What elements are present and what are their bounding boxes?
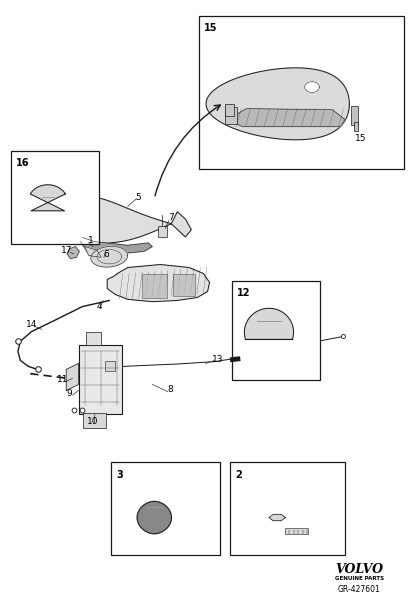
Text: 15: 15 [204,23,218,33]
Bar [199,16,404,169]
Text: 1: 1 [88,236,94,245]
Polygon shape [137,501,171,534]
Polygon shape [206,68,349,140]
Polygon shape [66,364,79,391]
Polygon shape [85,246,101,257]
Bar [157,226,166,237]
Polygon shape [245,308,293,340]
Text: 4: 4 [96,302,102,311]
Text: 9: 9 [67,389,72,398]
Text: VOLVO: VOLVO [335,563,383,576]
Text: 2: 2 [235,469,242,480]
Text: 11: 11 [57,375,69,384]
Polygon shape [269,514,285,520]
Text: GR-427601: GR-427601 [338,585,381,594]
Bar [173,273,195,296]
Bar [232,281,320,380]
Text: 7: 7 [168,213,173,222]
Text: 3: 3 [116,469,123,480]
Text: 6: 6 [104,251,109,260]
Text: 14: 14 [26,320,37,329]
Text: 16: 16 [16,158,29,168]
Polygon shape [30,185,65,211]
Bar [142,273,166,297]
Bar [225,108,238,124]
Polygon shape [31,197,192,243]
Text: GENUINE PARTS: GENUINE PARTS [335,576,383,581]
Text: 17: 17 [60,246,72,255]
Bar [86,332,102,346]
Bar [83,413,106,428]
Polygon shape [91,246,128,267]
Bar [79,346,122,415]
Polygon shape [305,82,319,93]
Text: 13: 13 [212,355,224,364]
Text: 5: 5 [135,193,141,202]
Polygon shape [230,109,345,127]
Polygon shape [81,237,152,254]
Bar [351,106,358,125]
Text: 10: 10 [87,417,99,426]
Bar [105,361,115,371]
Polygon shape [107,264,210,302]
Polygon shape [67,246,79,258]
Bar [354,123,358,132]
Bar [111,462,220,555]
Bar [230,462,345,555]
Bar [285,528,308,534]
Text: 12: 12 [237,288,251,298]
Bar [11,151,99,243]
Text: 8: 8 [168,385,173,394]
Text: 15: 15 [355,134,367,143]
Bar [225,104,234,116]
